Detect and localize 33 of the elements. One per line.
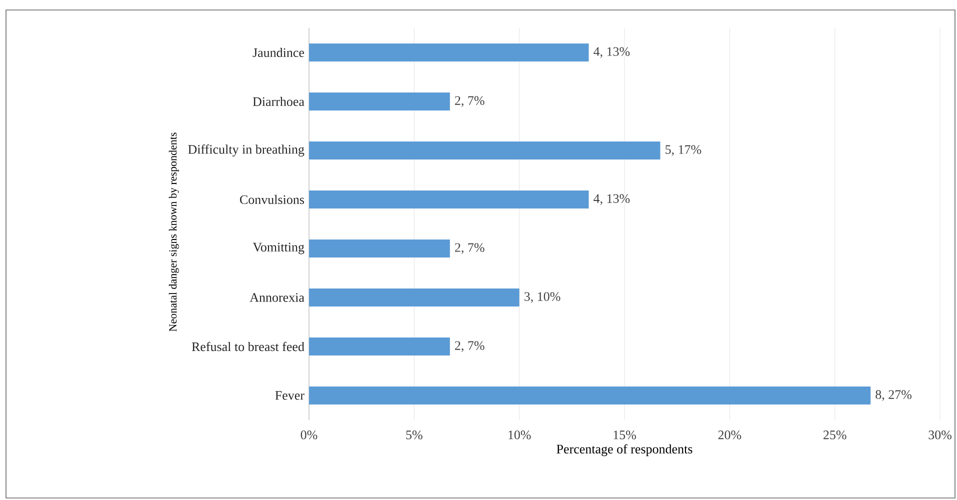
bar — [309, 239, 450, 258]
x-tick-label: 10% — [508, 430, 531, 440]
x-tick-label: 15% — [614, 430, 636, 440]
data-label: 5, 17% — [666, 145, 702, 156]
data-label: 3, 10% — [524, 292, 560, 303]
bar — [309, 386, 871, 404]
y-tick-label: Vomitting — [252, 242, 304, 254]
data-label: 4, 13% — [594, 47, 630, 58]
data-label: 8, 27% — [876, 390, 912, 401]
x-tick-label: 30% — [928, 430, 952, 440]
bar — [309, 190, 589, 208]
bar — [309, 288, 520, 306]
bar — [309, 92, 450, 110]
data-label: 2, 7% — [455, 96, 484, 107]
x-tick-label: 25% — [824, 430, 846, 440]
y-tick-label: Convulsions — [240, 194, 304, 204]
y-tick-label: Jaundince — [252, 48, 304, 58]
bar — [309, 43, 589, 62]
y-tick-label: Refusal to breast feed — [192, 342, 304, 352]
bar — [309, 141, 660, 160]
y-tick-label: Annorexia — [250, 293, 304, 302]
data-label: 2, 7% — [455, 341, 484, 352]
x-tick-label: 0% — [300, 430, 318, 440]
x-axis-title: Percentage of respondents — [556, 444, 692, 456]
y-tick-label: Diarrhoea — [252, 96, 304, 106]
y-tick-label: Fever — [275, 391, 304, 400]
y-tick-label: Difficulty in breathing — [188, 144, 304, 156]
y-axis-title: Neonatal danger signs known by respondents — [168, 132, 179, 332]
x-tick-label: 5% — [406, 430, 422, 440]
data-label: 4, 13% — [594, 194, 630, 205]
x-tick-label: 20% — [718, 430, 742, 440]
bar — [309, 337, 450, 356]
data-label: 2, 7% — [455, 243, 484, 254]
